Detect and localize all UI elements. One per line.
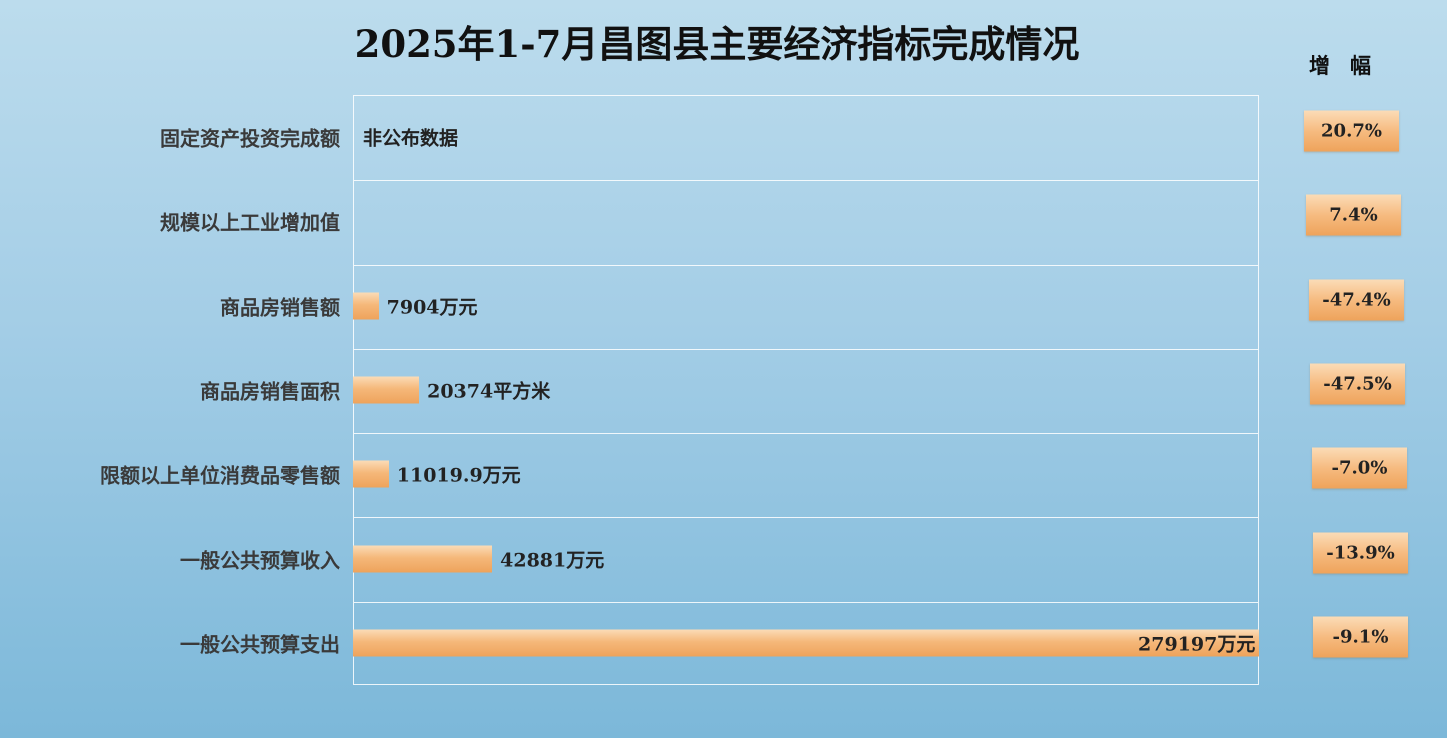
growth-header: 增幅 [1309,53,1391,78]
category-label: 限额以上单位消费品零售额 [100,463,340,488]
category-label: 一般公共预算支出 [180,632,340,657]
category-label: 一般公共预算收入 [180,548,340,573]
category-label: 商品房销售面积 [200,379,340,404]
bar [353,460,389,488]
grid-line [354,517,1258,519]
growth-badge: -47.5% [1310,363,1405,405]
grid-line [354,348,1258,350]
growth-badge: -47.4% [1309,279,1404,321]
bar [353,376,420,404]
grid-line [354,180,1258,182]
data-label: 42881万元 [500,549,605,572]
growth-badge: -13.9% [1313,532,1408,574]
category-label: 商品房销售额 [220,295,340,320]
data-label: 7904万元 [386,296,478,319]
category-label: 固定资产投资完成额 [160,126,340,151]
data-label: 非公布数据 [363,127,459,150]
growth-badge: -9.1% [1313,616,1408,658]
growth-badge: 7.4% [1306,194,1401,236]
grid-line [354,264,1258,266]
bar [353,545,493,573]
chart-title: 2025年1-7月昌图县主要经济指标完成情况 [354,22,1080,66]
data-label: 279197万元 [1138,633,1256,656]
data-label: 11019.9万元 [396,464,521,487]
bar [353,292,379,320]
data-label: 20374平方米 [427,380,551,403]
grid-line [354,601,1258,603]
category-label: 规模以上工业增加值 [160,210,340,235]
growth-badge: 20.7% [1304,110,1399,152]
growth-badge: -7.0% [1312,447,1407,489]
bar [353,629,1259,657]
grid-line [354,433,1258,435]
